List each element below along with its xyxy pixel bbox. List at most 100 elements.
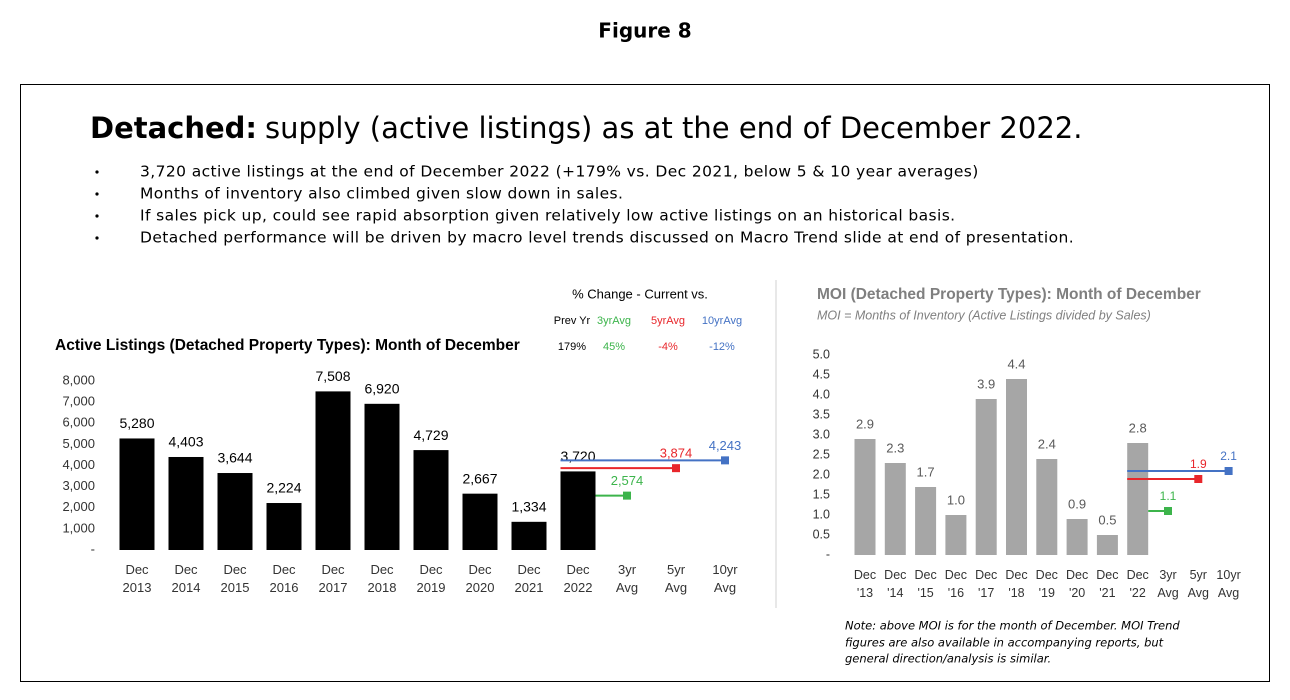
average-marker bbox=[1224, 467, 1233, 475]
x-tick-label: 5yr Avg bbox=[665, 562, 687, 595]
value-label: 4,729 bbox=[413, 427, 448, 443]
x-tick-label: Dec '13 bbox=[854, 568, 876, 600]
heading-rest: supply (active listings) as at the end o… bbox=[265, 111, 1082, 145]
bar bbox=[1036, 459, 1058, 555]
x-tick-line: Dec bbox=[854, 568, 876, 582]
average-label: 1.1 bbox=[1160, 489, 1177, 503]
bar bbox=[217, 473, 253, 550]
x-tick-line: 2022 bbox=[564, 580, 593, 595]
x-tick-label: Dec '16 bbox=[945, 568, 967, 600]
x-tick-line: 2021 bbox=[515, 580, 544, 595]
x-tick-line: Avg bbox=[714, 580, 736, 595]
table-value: 45% bbox=[603, 341, 625, 353]
x-tick-line: Dec bbox=[884, 568, 906, 582]
table-header: 3yrAvg bbox=[597, 315, 631, 327]
x-tick-label: Dec 2020 bbox=[466, 562, 495, 595]
x-tick-line: '20 bbox=[1069, 586, 1085, 600]
x-tick-label: Dec '15 bbox=[914, 568, 936, 600]
x-tick-line: Dec bbox=[517, 562, 541, 577]
table-header: Prev Yr bbox=[554, 315, 591, 327]
y-tick-label: 1.5 bbox=[813, 487, 830, 501]
y-tick-label: 4,000 bbox=[62, 457, 95, 472]
y-tick-label: 2.5 bbox=[813, 447, 830, 461]
x-tick-label: Dec 2013 bbox=[123, 562, 152, 595]
bar bbox=[413, 450, 449, 550]
table-value: -12% bbox=[709, 341, 735, 353]
value-label: 3,720 bbox=[560, 448, 595, 464]
x-tick-line: Dec bbox=[419, 562, 443, 577]
y-tick-label: 3.0 bbox=[813, 427, 830, 441]
x-tick-line: 10yr bbox=[1216, 568, 1240, 582]
average-label: 3,874 bbox=[660, 446, 693, 461]
x-tick-line: '14 bbox=[887, 586, 903, 600]
value-label: 7,508 bbox=[315, 368, 350, 384]
bar bbox=[266, 503, 302, 550]
x-tick-line: 2018 bbox=[368, 580, 397, 595]
x-tick-line: 2019 bbox=[417, 580, 446, 595]
x-tick-line: Avg bbox=[1157, 586, 1178, 600]
y-tick-label: 3.5 bbox=[813, 407, 830, 421]
x-tick-line: Dec bbox=[1036, 568, 1058, 582]
bar bbox=[560, 471, 596, 550]
average-marker bbox=[672, 464, 680, 473]
x-tick-line: Dec bbox=[1096, 568, 1118, 582]
bullet: Detached performance will be driven by m… bbox=[140, 229, 1074, 247]
x-tick-line: Avg bbox=[616, 580, 638, 595]
y-tick-label: 1,000 bbox=[62, 520, 95, 535]
x-tick-label: Dec 2014 bbox=[172, 562, 201, 595]
x-tick-label: Dec 2018 bbox=[368, 562, 397, 595]
value-label: 0.9 bbox=[1068, 496, 1086, 511]
bar bbox=[854, 439, 876, 555]
x-tick-line: Dec bbox=[125, 562, 149, 577]
x-tick-line: 2020 bbox=[466, 580, 495, 595]
y-tick-label: 8,000 bbox=[62, 372, 95, 387]
note: figures are also available in accompanyi… bbox=[845, 636, 1164, 650]
table-value: 179% bbox=[558, 341, 586, 353]
x-tick-line: Dec bbox=[223, 562, 247, 577]
value-label: 1.7 bbox=[917, 464, 935, 479]
x-tick-line: '15 bbox=[917, 586, 933, 600]
x-tick-line: Dec bbox=[1127, 568, 1149, 582]
value-label: 4,403 bbox=[168, 434, 203, 450]
heading-bold: Detached: bbox=[90, 111, 257, 145]
x-tick-line: 2017 bbox=[319, 580, 348, 595]
value-label: 5,280 bbox=[119, 415, 154, 431]
x-tick-line: '13 bbox=[857, 586, 873, 600]
value-label: 1,334 bbox=[511, 499, 546, 515]
x-tick-line: 3yr bbox=[618, 562, 637, 577]
x-tick-line: Avg bbox=[1218, 586, 1239, 600]
x-tick-line: 3yr bbox=[1159, 568, 1176, 582]
bullet-dot bbox=[95, 236, 99, 240]
chart-title: MOI (Detached Property Types): Month of … bbox=[817, 286, 1201, 303]
bullet: Months of inventory also climbed given s… bbox=[140, 185, 623, 203]
chart-subtitle: MOI = Months of Inventory (Active Listin… bbox=[817, 308, 1151, 322]
y-tick-label: 2,000 bbox=[62, 499, 95, 514]
x-tick-line: '22 bbox=[1130, 586, 1146, 600]
x-tick-line: Dec bbox=[321, 562, 345, 577]
x-tick-line: 2014 bbox=[172, 580, 201, 595]
average-label: 2.1 bbox=[1220, 449, 1237, 463]
x-tick-label: Dec '20 bbox=[1066, 568, 1088, 600]
bullet-dot bbox=[95, 214, 99, 218]
table-value: -4% bbox=[658, 341, 678, 353]
figure-caption: Figure 8 bbox=[598, 19, 691, 43]
bullet: 3,720 active listings at the end of Dece… bbox=[140, 163, 979, 181]
bar bbox=[884, 463, 906, 555]
x-tick-label: Dec 2016 bbox=[270, 562, 299, 595]
x-tick-line: Avg bbox=[665, 580, 687, 595]
average-marker bbox=[623, 491, 631, 500]
bar bbox=[119, 438, 155, 550]
x-tick-line: Dec bbox=[1066, 568, 1088, 582]
x-tick-line: 2013 bbox=[123, 580, 152, 595]
y-tick-label: 5,000 bbox=[62, 436, 95, 451]
y-tick-label: 0.5 bbox=[813, 527, 830, 541]
x-tick-label: Dec 2022 bbox=[564, 562, 593, 595]
bullet-dot bbox=[95, 170, 99, 174]
x-tick-line: '21 bbox=[1099, 586, 1115, 600]
value-label: 6,920 bbox=[364, 381, 399, 397]
x-tick-label: Dec '18 bbox=[1005, 568, 1027, 600]
bullet-dot bbox=[95, 192, 99, 196]
x-tick-label: Dec '14 bbox=[884, 568, 906, 600]
bar bbox=[315, 391, 351, 550]
